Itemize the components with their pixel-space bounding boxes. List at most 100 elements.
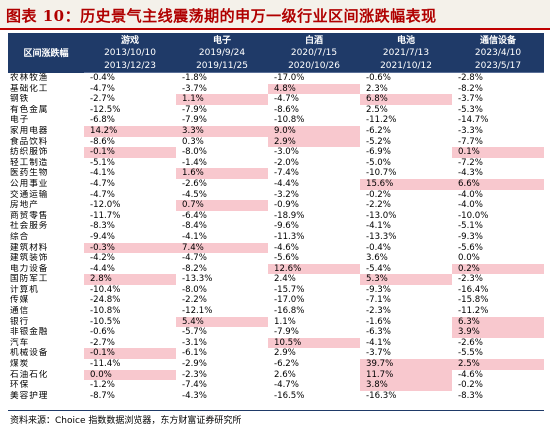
industry-name: 商贸零售 (10, 210, 49, 221)
start-date: 2013/10/10 (84, 46, 176, 59)
value-cell: -2.7% (90, 94, 115, 105)
value-cell: -5.6% (274, 253, 299, 264)
value-cell: -3.7% (366, 348, 391, 359)
value-cell: 1.6% (176, 168, 268, 179)
value-cell: -2.2% (366, 200, 391, 211)
value-cell: 0.7% (176, 200, 268, 211)
start-date: 2021/7/13 (360, 46, 452, 59)
value-cell: -6.2% (274, 359, 299, 370)
value-cell: 2.3% (366, 83, 388, 94)
value-cell: 3.9% (452, 327, 544, 338)
value-cell: -1.6% (366, 316, 391, 327)
value-cell: -4.7% (182, 253, 207, 264)
value-cell: 9.0% (268, 125, 360, 137)
value-cell: -18.9% (274, 210, 305, 221)
value-cell: -14.7% (458, 115, 489, 126)
value-cell: -7.9% (182, 115, 207, 126)
value-cell: -4.7% (274, 94, 299, 105)
table-row: 钢铁 -2.7% 1.1% -4.7% 6.8% -3.7% (8, 94, 544, 105)
value-cell: -13.3% (366, 231, 397, 242)
industry-name: 纺织服饰 (10, 147, 49, 158)
value-cell: -5.6% (458, 242, 483, 253)
value-cell: 6.3% (452, 316, 544, 328)
table-row: 房地产 -12.0% 0.7% -0.9% -2.2% -4.0% (8, 200, 544, 211)
table-row: 计算机 -10.4% -8.0% -15.7% -9.3% -16.4% (8, 285, 544, 296)
industry-name: 煤炭 (10, 359, 30, 370)
industry-name: 石油石化 (10, 369, 49, 380)
value-cell: -2.6% (458, 337, 483, 348)
value-cell: -2.8% (458, 73, 483, 83)
value-cell: 11.7% (360, 369, 452, 381)
value-cell: 1.1% (274, 316, 296, 327)
value-cell: -13.3% (182, 274, 213, 285)
value-cell: -7.1% (366, 295, 391, 306)
value-cell: 2.9% (268, 136, 360, 148)
industry-name: 医药生物 (10, 168, 49, 179)
value-cell: -1.8% (182, 73, 207, 83)
value-cell: -17.0% (274, 73, 305, 83)
table-row: 基础化工 -4.7% -3.7% 4.8% 2.3% -8.2% (8, 83, 544, 95)
corner-cell: 区间涨跌幅 (8, 33, 84, 73)
table-row: 建筑装饰 -4.2% -4.7% -5.6% 3.6% 0.0% (8, 253, 544, 264)
value-cell: 7.4% (176, 242, 268, 254)
value-cell: 2.5% (366, 104, 388, 115)
value-cell: 5.4% (176, 316, 268, 328)
value-cell: -1.4% (182, 157, 207, 168)
value-cell: -8.0% (182, 284, 207, 295)
value-cell: -6.4% (182, 210, 207, 221)
table-row: 传媒 -24.8% -2.2% -17.0% -7.1% -15.8% (8, 295, 544, 306)
value-cell: 2.6% (274, 369, 296, 380)
table-row: 煤炭 -11.4% -2.9% -6.2% 39.7% 2.5% (8, 359, 544, 370)
value-cell: -16.3% (366, 390, 397, 401)
value-cell: -0.3% (84, 242, 176, 254)
value-cell: -4.7% (90, 178, 115, 189)
table-row: 有色金属 -12.5% -7.9% -8.6% 2.5% -5.3% (8, 105, 544, 116)
column-name: 电子 (176, 33, 268, 46)
value-cell: -6.9% (366, 147, 391, 158)
value-cell: -7.2% (458, 157, 483, 168)
value-cell: -15.8% (458, 295, 489, 306)
value-cell: -24.8% (90, 295, 121, 306)
value-cell: -10.0% (458, 210, 489, 221)
value-cell: -2.3% (366, 306, 391, 317)
industry-name: 建筑材料 (10, 242, 49, 253)
value-cell: -4.5% (182, 189, 207, 200)
industry-name: 计算机 (10, 284, 39, 295)
value-cell: 0.0% (458, 253, 480, 264)
value-cell: -10.8% (90, 306, 121, 317)
value-cell: -8.7% (90, 390, 115, 401)
table-row: 交通运输 -4.7% -4.5% -3.2% -0.2% -4.0% (8, 190, 544, 201)
end-date: 2020/10/26 (268, 59, 360, 73)
value-cell: -11.2% (366, 115, 397, 126)
table-row: 美容护理 -8.7% -4.3% -16.5% -16.3% -8.3% (8, 391, 544, 402)
end-date: 2013/12/23 (84, 59, 176, 73)
value-cell: -0.2% (458, 380, 483, 391)
table-row: 食品饮料 -8.6% 0.3% 2.9% -5.2% -7.7% (8, 136, 544, 148)
industry-name: 机械设备 (10, 348, 49, 359)
industry-name: 汽车 (10, 337, 30, 348)
industry-name: 交通运输 (10, 189, 49, 200)
value-cell: 0.1% (452, 147, 544, 158)
table-row: 农林牧渔 -0.4% -1.8% -17.0% -0.6% -2.8% (8, 73, 544, 84)
value-cell: -0.4% (366, 242, 391, 253)
value-cell: -1.2% (90, 380, 115, 391)
value-cell: -9.6% (274, 221, 299, 232)
value-cell: -10.7% (366, 168, 397, 179)
industry-name: 传媒 (10, 295, 30, 306)
value-cell: -4.1% (366, 221, 391, 232)
value-cell: -12.1% (182, 306, 213, 317)
value-cell: -4.6% (458, 369, 483, 380)
value-cell: -7.4% (274, 168, 299, 179)
table-row: 轻工制造 -5.1% -1.4% -2.0% -5.0% -7.2% (8, 158, 544, 169)
value-cell: -3.2% (274, 189, 299, 200)
value-cell: -10.5% (90, 316, 121, 327)
value-cell: -3.7% (182, 83, 207, 94)
value-cell: -4.1% (182, 231, 207, 242)
value-cell: -17.0% (274, 295, 305, 306)
start-date: 2019/9/24 (176, 46, 268, 59)
performance-table: 区间涨跌幅 游戏 电子 白酒 电池 通信设备 2013/10/10 2019/9… (8, 33, 544, 401)
value-cell: -7.4% (182, 380, 207, 391)
value-cell: -3.0% (274, 147, 299, 158)
value-cell: 6.6% (452, 178, 544, 190)
value-cell: -4.3% (458, 168, 483, 179)
